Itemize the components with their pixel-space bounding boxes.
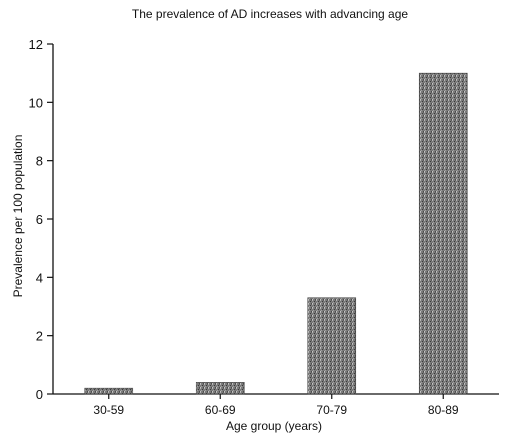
chart-title: The prevalence of AD increases with adva… bbox=[132, 7, 408, 21]
bar-70-79 bbox=[307, 297, 357, 395]
x-axis-label: Age group (years) bbox=[226, 419, 322, 433]
y-tick-label: 6 bbox=[36, 212, 43, 227]
x-tick-label: 80-89 bbox=[428, 403, 459, 417]
bar-60-69 bbox=[195, 382, 245, 395]
y-tick-label: 8 bbox=[36, 154, 43, 169]
x-tick-label: 70-79 bbox=[316, 403, 347, 417]
y-tick-label: 2 bbox=[36, 329, 43, 344]
x-axis-tick-labels: 30-59 60-69 70-79 80-89 bbox=[93, 394, 459, 417]
y-tick-label: 10 bbox=[29, 95, 43, 110]
bars bbox=[84, 72, 468, 395]
bar-80-89 bbox=[418, 72, 468, 395]
y-tick-label: 12 bbox=[29, 37, 43, 52]
y-tick-label: 0 bbox=[36, 387, 43, 402]
y-tick-label: 4 bbox=[36, 270, 43, 285]
x-tick-label: 30-59 bbox=[93, 403, 124, 417]
bar-30-59 bbox=[84, 387, 134, 395]
y-axis-ticks: 0 2 4 6 8 10 12 bbox=[29, 37, 53, 402]
y-axis-label: Prevalence per 100 population bbox=[11, 135, 25, 298]
x-tick-label: 60-69 bbox=[205, 403, 236, 417]
